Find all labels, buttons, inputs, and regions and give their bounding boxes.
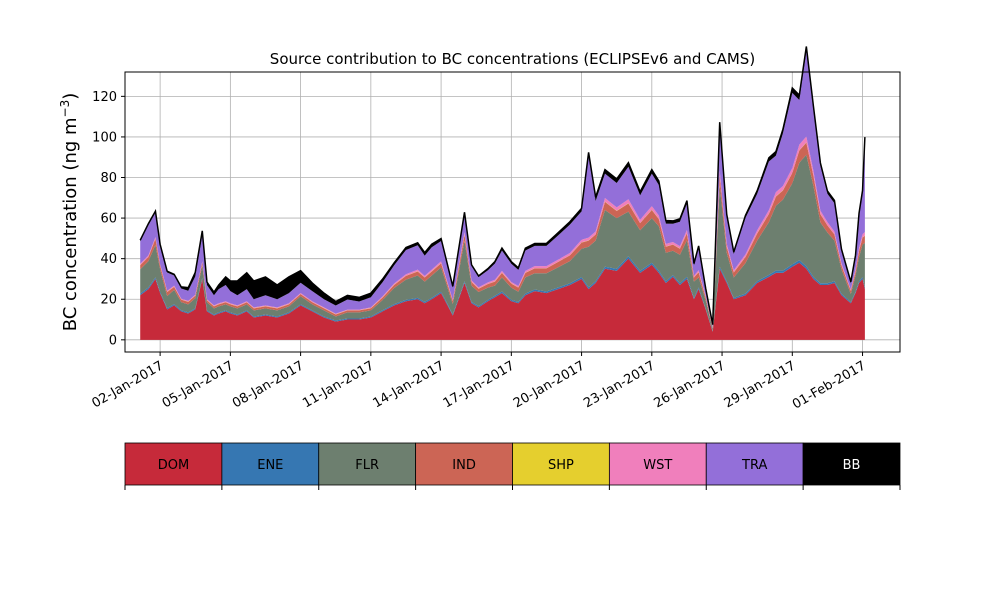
y-tick-label: 80 — [100, 171, 117, 186]
chart-title: Source contribution to BC concentrations… — [270, 50, 755, 68]
legend-swatch-dom — [124, 442, 223, 486]
y-axis-label-main: BC concentration (ng m — [60, 117, 81, 331]
legend-label-wst: WST — [643, 458, 672, 473]
legend-swatch-bb — [802, 442, 901, 486]
legend-label-bb: BB — [843, 458, 861, 473]
legend-swatch-ene — [221, 442, 320, 486]
legend-label-tra: TRA — [741, 458, 767, 473]
plot-area — [125, 46, 900, 352]
y-tick-label: 20 — [100, 293, 117, 308]
legend-label-dom: DOM — [158, 458, 189, 473]
area-flr — [140, 154, 865, 332]
legend: DOM ENE FLR IND SHP WST TRA BB — [124, 442, 901, 490]
y-tick-label: 0 — [109, 333, 117, 348]
y-axis: 0 20 40 60 80 100 120 — [92, 90, 125, 348]
y-tick-label: 60 — [100, 212, 117, 227]
y-axis-label: BC concentration (ng m−3) — [58, 93, 81, 332]
y-tick-label: 100 — [92, 130, 117, 145]
legend-label-shp: SHP — [548, 458, 574, 473]
area-dom — [140, 258, 865, 340]
legend-swatch-shp — [512, 442, 610, 486]
legend-swatch-tra — [705, 442, 804, 486]
plot-frame — [124, 71, 901, 353]
legend-label-ene: ENE — [257, 458, 283, 473]
legend-label-ind: IND — [452, 458, 476, 473]
y-tick-label: 120 — [92, 90, 117, 105]
legend-swatch-flr — [318, 442, 417, 486]
total-outline-group — [139, 46, 866, 325]
total-outline — [139, 46, 866, 325]
stacked-areas — [140, 46, 865, 340]
y-axis-label-close: ) — [60, 93, 81, 100]
y-axis-label-exponent: −3 — [58, 100, 72, 118]
y-tick-label: 40 — [100, 252, 117, 267]
legend-label-flr: FLR — [355, 458, 379, 473]
area-tra — [140, 51, 865, 328]
